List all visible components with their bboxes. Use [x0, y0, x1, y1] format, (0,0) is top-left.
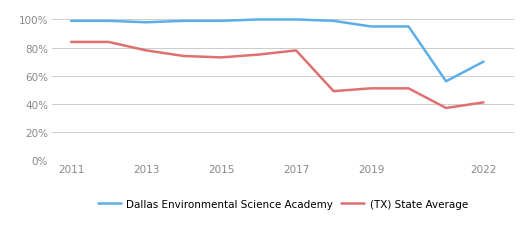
Dallas Environmental Science Academy — [255, 19, 261, 22]
(TX) State Average — [218, 57, 224, 60]
Dallas Environmental Science Academy — [443, 81, 449, 83]
(TX) State Average — [255, 54, 261, 57]
(TX) State Average — [293, 50, 299, 52]
Dallas Environmental Science Academy — [293, 19, 299, 22]
Dallas Environmental Science Academy — [331, 20, 337, 23]
(TX) State Average — [368, 87, 374, 90]
Dallas Environmental Science Academy — [180, 20, 187, 23]
Dallas Environmental Science Academy — [218, 20, 224, 23]
Line: Dallas Environmental Science Academy: Dallas Environmental Science Academy — [71, 20, 484, 82]
Line: (TX) State Average: (TX) State Average — [71, 43, 484, 109]
Dallas Environmental Science Academy — [143, 22, 149, 25]
Legend: Dallas Environmental Science Academy, (TX) State Average: Dallas Environmental Science Academy, (T… — [98, 199, 468, 209]
Dallas Environmental Science Academy — [368, 26, 374, 29]
(TX) State Average — [180, 55, 187, 58]
(TX) State Average — [406, 87, 412, 90]
(TX) State Average — [143, 50, 149, 52]
(TX) State Average — [443, 107, 449, 110]
(TX) State Average — [105, 41, 112, 44]
Dallas Environmental Science Academy — [68, 20, 74, 23]
Dallas Environmental Science Academy — [481, 61, 487, 64]
(TX) State Average — [481, 101, 487, 104]
(TX) State Average — [68, 41, 74, 44]
Dallas Environmental Science Academy — [105, 20, 112, 23]
Dallas Environmental Science Academy — [406, 26, 412, 29]
(TX) State Average — [331, 90, 337, 93]
